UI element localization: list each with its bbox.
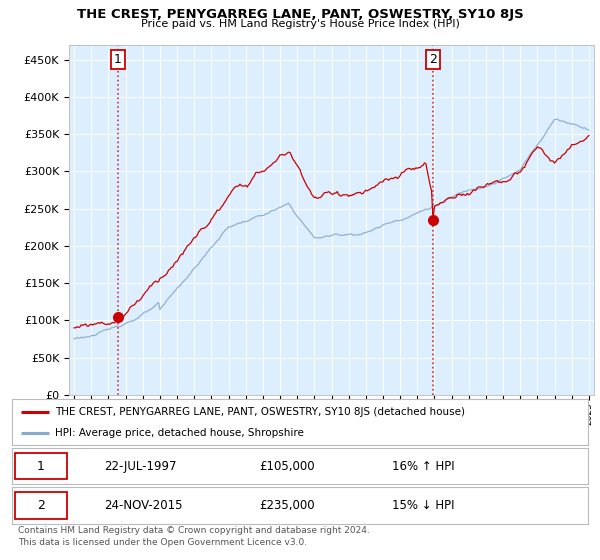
Text: HPI: Average price, detached house, Shropshire: HPI: Average price, detached house, Shro… [55, 428, 304, 438]
Text: 22-JUL-1997: 22-JUL-1997 [104, 460, 176, 473]
Text: THE CREST, PENYGARREG LANE, PANT, OSWESTRY, SY10 8JS: THE CREST, PENYGARREG LANE, PANT, OSWEST… [77, 8, 523, 21]
Text: Price paid vs. HM Land Registry's House Price Index (HPI): Price paid vs. HM Land Registry's House … [140, 19, 460, 29]
Text: £105,000: £105,000 [260, 460, 316, 473]
Text: 2: 2 [429, 53, 437, 66]
Text: 16% ↑ HPI: 16% ↑ HPI [392, 460, 455, 473]
FancyBboxPatch shape [15, 453, 67, 479]
Text: Contains HM Land Registry data © Crown copyright and database right 2024.
This d: Contains HM Land Registry data © Crown c… [18, 526, 370, 547]
Text: 15% ↓ HPI: 15% ↓ HPI [392, 499, 455, 512]
Text: THE CREST, PENYGARREG LANE, PANT, OSWESTRY, SY10 8JS (detached house): THE CREST, PENYGARREG LANE, PANT, OSWEST… [55, 407, 465, 417]
FancyBboxPatch shape [15, 492, 67, 519]
Text: 1: 1 [37, 460, 45, 473]
Text: 1: 1 [114, 53, 122, 66]
Text: 2: 2 [37, 499, 45, 512]
Text: 24-NOV-2015: 24-NOV-2015 [104, 499, 182, 512]
Text: £235,000: £235,000 [260, 499, 316, 512]
